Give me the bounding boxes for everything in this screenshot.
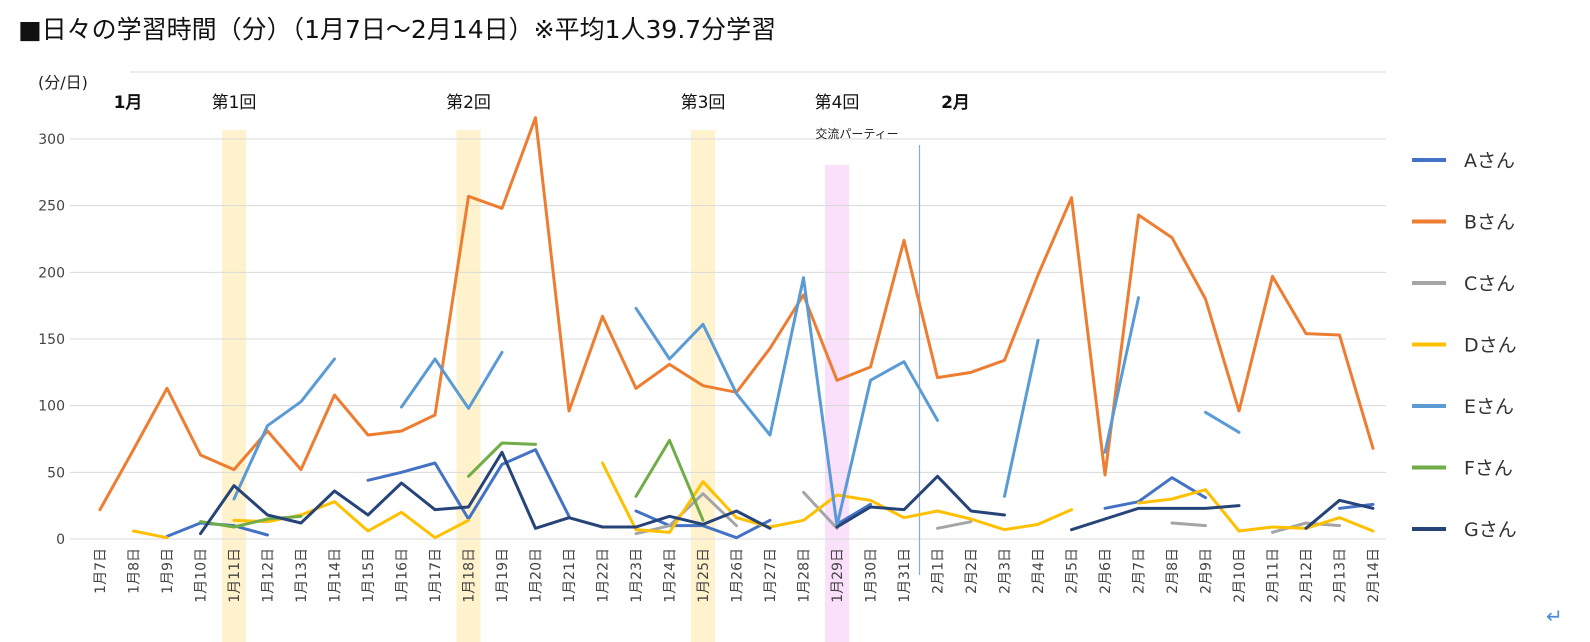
x-tick-label: 2月2日 [964,548,980,594]
x-tick-label: 1月18日 [462,548,478,603]
series-lines [98,116,1375,540]
series-5-line [634,276,939,528]
series-5-line [1103,296,1140,454]
x-tick-label: 1月27日 [763,548,779,603]
x-tick-label: 1月14日 [328,548,344,603]
x-tick-label: 2月13日 [1333,548,1349,603]
legend-label-2: Bさん [1464,212,1515,234]
y-tick-label: 100 [38,399,65,415]
series-2-line [98,116,1375,512]
x-tick-label: 1月19日 [495,548,511,603]
x-tick-label: 1月15日 [361,548,377,603]
x-axis: 1月7日 1月8日 1月9日 1月10日 1月11日 1月12日 1月13日 1月14日 1月1… [93,548,1382,603]
annotation-1: 1月 [114,93,143,113]
legend-label-3: Cさん [1464,273,1515,295]
series-5-line [1204,410,1241,434]
series-1-line [835,502,872,526]
series-6-line [634,438,705,522]
x-tick-label: 2月7日 [1132,548,1148,594]
x-tick-label: 1月29日 [830,548,846,603]
series-6-line [467,441,537,478]
x-tick-label: 1月31日 [897,548,913,603]
return-mark: ↵ [1546,604,1563,628]
series-4-line [601,461,1073,534]
x-tick-label: 1月22日 [596,548,612,603]
x-tick-label: 2月11日 [1266,548,1282,603]
x-tick-label: 1月25日 [696,548,712,603]
series-7-line [1070,504,1241,532]
x-tick-label: 1月28日 [797,548,813,603]
series-7-line [1304,498,1375,530]
series-1-line [1103,476,1207,510]
annotation-6: 2月 [941,93,970,113]
y-tick-label: 200 [38,265,65,281]
legend-label-4: Dさん [1464,335,1517,357]
legend-label-7: Gさん [1464,519,1517,541]
y-tick-label: 150 [38,332,65,348]
x-tick-label: 1月12日 [261,548,277,603]
series-3-line [936,520,973,530]
series-3-line [1170,521,1207,528]
annotation-2: 第1回 [212,93,257,113]
x-tick-label: 1月9日 [160,548,176,594]
x-tick-label: 2月10日 [1232,548,1248,603]
x-tick-label: 2月5日 [1065,548,1081,594]
series-4-line [132,529,169,540]
x-tick-label: 1月23日 [629,548,645,603]
highlight-band-4 [825,165,849,642]
x-tick-label: 2月4日 [1031,548,1047,594]
x-tick-label: 1月30日 [864,548,880,603]
gridlines [70,71,1386,540]
highlight-band-2 [456,130,481,642]
series-4-line [232,500,470,540]
x-tick-label: 1月8日 [127,548,143,594]
x-tick-label: 1月26日 [730,548,746,603]
annotation-sub-5: 交流パーティー [815,126,898,141]
chart-title: ■日々の学習時間（分）（1月7日～2月14日）※平均1人39.7分学習 [18,15,777,44]
annotation-5: 第4回 [815,93,860,113]
series-3-line [1271,521,1341,534]
y-axis-label: (分/日) [38,73,88,92]
x-tick-label: 2月14日 [1366,548,1382,603]
y-axis: 0 50 100 150 200 250 300 [38,132,65,548]
series-5-line [400,350,504,410]
x-tick-label: 1月13日 [294,548,310,603]
series-7-line [199,450,772,536]
event-highlight-bands [222,130,849,642]
series-4-line [1137,488,1375,533]
series-5-line [1003,338,1040,498]
series-3-line [802,490,839,530]
legend: Aさん Bさん Cさん Dさん Eさん Fさん Gさん [1412,150,1517,541]
x-tick-label: 2月9日 [1199,548,1215,594]
x-tick-label: 1月16日 [395,548,411,603]
y-tick-label: 50 [47,465,65,481]
x-tick-label: 2月12日 [1299,548,1315,603]
legend-label-5: Eさん [1464,396,1514,418]
x-tick-label: 1月11日 [227,548,243,603]
x-tick-label: 1月7日 [93,548,109,594]
highlight-band-1 [222,130,246,642]
annotation-3: 第2回 [446,93,491,113]
legend-label-1: Aさん [1464,150,1515,172]
y-tick-label: 0 [56,532,65,548]
y-tick-label: 300 [38,132,65,148]
series-7-line [835,474,1006,529]
x-tick-label: 1月20日 [529,548,545,603]
x-tick-label: 1月24日 [663,548,679,603]
legend-label-6: Fさん [1464,458,1513,480]
annotation-4: 第3回 [681,93,726,113]
series-1-line [1338,502,1375,510]
x-tick-label: 2月1日 [931,548,947,594]
x-tick-label: 1月21日 [562,548,578,603]
y-tick-label: 250 [38,199,65,215]
series-5-line [232,357,336,501]
x-tick-label: 1月17日 [428,548,444,603]
x-tick-label: 2月6日 [1098,548,1114,594]
x-tick-label: 2月8日 [1165,548,1181,594]
x-tick-label: 1月10日 [194,548,210,603]
x-tick-label: 2月3日 [998,548,1014,594]
